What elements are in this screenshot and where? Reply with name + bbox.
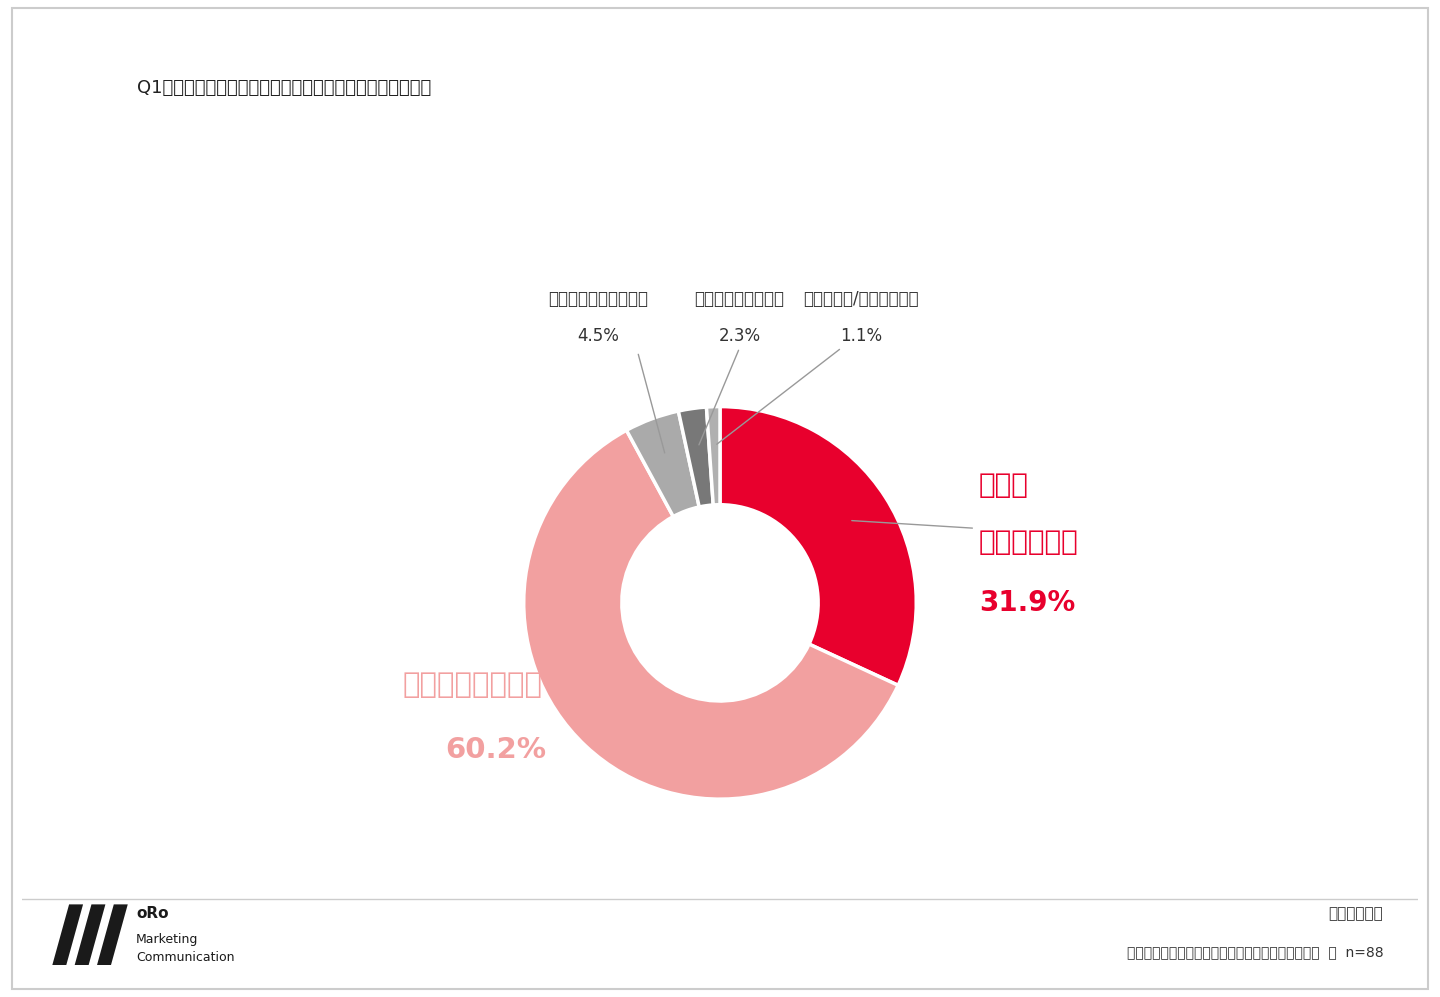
Polygon shape [52, 904, 84, 965]
Text: Q1で「現在実施している」と回答した方にお聞きします。: Q1で「現在実施している」と回答した方にお聞きします。 [137, 79, 432, 97]
Text: oRo: oRo [137, 906, 168, 921]
Wedge shape [524, 431, 899, 800]
Text: 実感している: 実感している [979, 528, 1079, 556]
Polygon shape [96, 904, 128, 965]
Text: やや実感している: やや実感している [402, 671, 541, 699]
Text: 1.1%: 1.1% [841, 327, 883, 345]
Wedge shape [707, 407, 720, 504]
Text: 4.5%: 4.5% [577, 327, 619, 345]
Text: 31.9%: 31.9% [979, 589, 1076, 617]
Text: MMM（マーケティング・ミックス・モデリング）を取り入れるこ: MMM（マーケティング・ミックス・モデリング）を取り入れるこ [154, 160, 661, 185]
Wedge shape [678, 407, 713, 506]
Wedge shape [720, 407, 916, 685]
Text: Marketing
Communication: Marketing Communication [137, 933, 235, 964]
Text: 60.2%: 60.2% [445, 736, 546, 764]
Text: 大企業のマーケティング施策分析に関する実態調査  ｜  n=88: 大企業のマーケティング施策分析に関する実態調査 ｜ n=88 [1128, 945, 1384, 959]
Text: 非常に: 非常に [979, 472, 1030, 499]
Text: 2.3%: 2.3% [719, 327, 760, 345]
Text: 全く実感していない: 全く実感していない [694, 290, 785, 308]
Polygon shape [75, 904, 105, 965]
Text: 株式会社オロ: 株式会社オロ [1329, 906, 1384, 921]
Text: とにより、具体的な成果を実感していますか。: とにより、具体的な成果を実感していますか。 [154, 220, 488, 246]
Text: あまり実感していない: あまり実感していない [549, 290, 648, 308]
Text: Q3: Q3 [52, 175, 117, 218]
Text: わからない/答えられない: わからない/答えられない [804, 290, 919, 308]
Wedge shape [626, 411, 700, 516]
